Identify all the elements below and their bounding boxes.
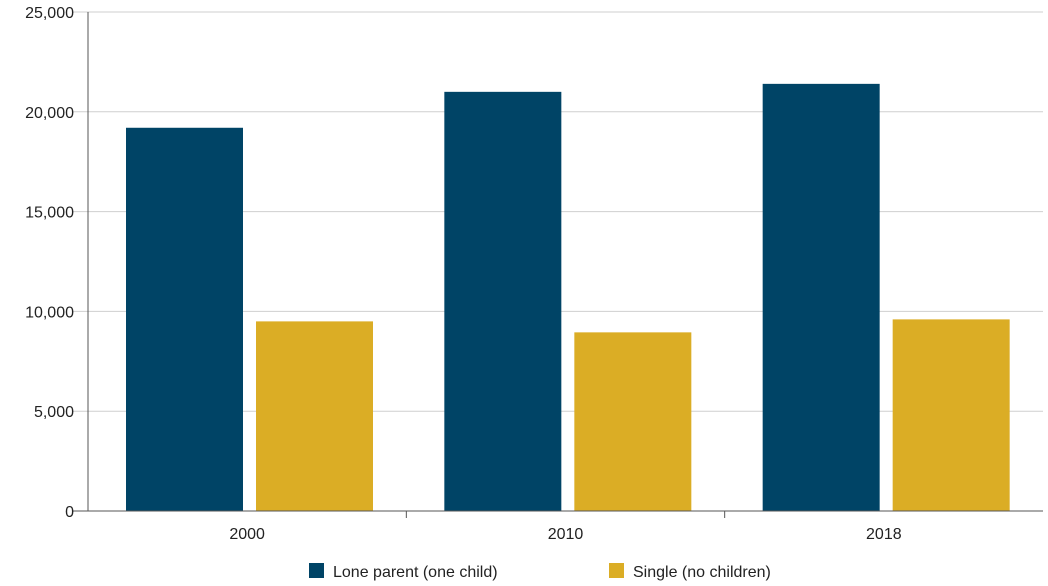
legend: Lone parent (one child) Single (no childr… [309,563,771,581]
x-axis-ticks: 2000 2010 2018 [229,511,902,543]
y-tick-label: 20,000 [25,105,74,122]
bar-2018-series-2 [892,319,1010,511]
legend-swatch-series-2 [609,563,624,578]
x-tick-label: 2018 [866,526,902,543]
bar-2000-series-1 [126,127,243,511]
bar-2010-series-1 [444,91,562,511]
bars [126,83,1010,511]
y-tick-label: 10,000 [25,304,74,321]
bar-2018-series-1 [762,83,880,511]
y-axis-ticks: 0 5,000 10,000 15,000 20,000 25,000 [25,5,74,521]
legend-label-series-1: Lone parent (one child) [333,564,498,581]
legend-label-series-2: Single (no children) [633,564,771,581]
y-tick-label: 5,000 [34,404,74,421]
bar-2010-series-2 [574,332,692,511]
y-tick-label: 0 [65,504,74,521]
x-tick-label: 2010 [548,526,584,543]
y-tick-label: 25,000 [25,5,74,22]
y-tick-label: 15,000 [25,205,74,222]
axes [72,12,1043,512]
legend-swatch-series-1 [309,563,324,578]
bar-2000-series-2 [256,321,373,511]
x-tick-label: 2000 [229,526,265,543]
